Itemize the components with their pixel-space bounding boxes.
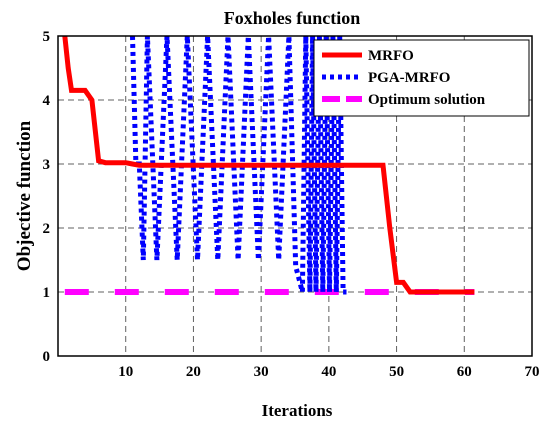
chart-title: Foxholes function	[224, 8, 361, 28]
y-tick-label: 4	[43, 93, 51, 109]
x-tick-label: 20	[186, 364, 201, 380]
legend-label: PGA-MRFO	[368, 70, 450, 86]
mrfo-line	[62, 35, 475, 295]
x-tick-label: 40	[321, 364, 336, 380]
x-tick-label: 10	[118, 364, 133, 380]
legend: MRFO PGA-MRFO Optimum solution	[313, 39, 530, 117]
x-axis-label: Iterations	[262, 401, 333, 420]
legend-label: MRFO	[368, 48, 414, 64]
y-axis-label: Objective function	[14, 120, 35, 271]
pga-mrfo-line	[130, 35, 347, 295]
plot-frame	[57, 35, 533, 357]
series-lines	[62, 35, 475, 295]
y-tick-label: 0	[43, 349, 51, 365]
y-tick-label: 2	[43, 221, 51, 237]
y-tick-label: 5	[43, 29, 51, 45]
x-tick-label: 30	[254, 364, 269, 380]
x-tick-label: 60	[457, 364, 472, 380]
legend-label: Optimum solution	[368, 92, 486, 108]
x-tick-label: 70	[525, 364, 540, 380]
y-tick-label: 1	[43, 285, 51, 301]
y-tick-label: 3	[43, 157, 51, 173]
axis-ticks: 10 20 30 40 50 60 70 0 1 2 3 4 5	[43, 29, 540, 380]
x-tick-label: 50	[389, 364, 404, 380]
